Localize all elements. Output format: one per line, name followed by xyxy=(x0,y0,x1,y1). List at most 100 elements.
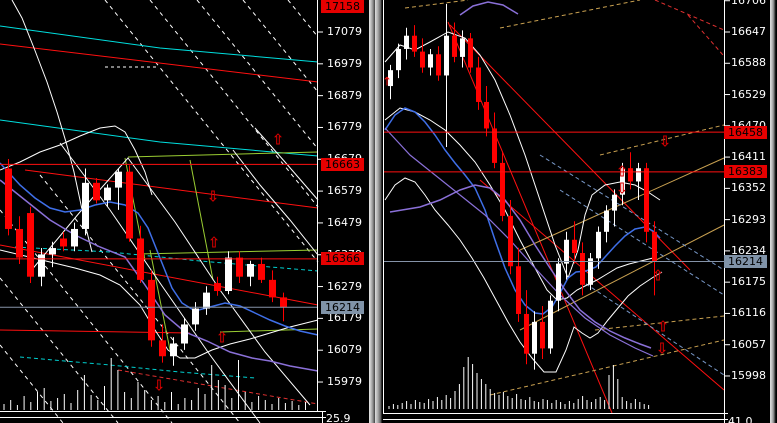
red-dashed-trendline xyxy=(654,0,725,31)
left-chart-canvas[interactable] xyxy=(0,0,368,423)
red-trendline xyxy=(0,43,319,83)
axis-price-label: 16279 xyxy=(327,279,362,293)
right-indicator-scale-partial: 41.0 xyxy=(728,415,753,423)
tan-dashed-line xyxy=(404,0,469,9)
candle-body xyxy=(404,35,409,49)
axis-price-label: 16079 xyxy=(327,343,362,357)
tan-channel-lower xyxy=(519,224,725,331)
steelblue-dashed-line xyxy=(539,154,725,271)
candle-body xyxy=(27,213,34,277)
right-chart-panel[interactable]: 41.0 16706166471658816529164701641116352… xyxy=(383,0,768,423)
purple-moving-average xyxy=(389,184,652,349)
bollinger-lower xyxy=(0,249,319,359)
steelblue-dashed-line xyxy=(579,279,725,376)
candle-body xyxy=(170,343,177,357)
candle-body xyxy=(628,168,633,182)
current-price-badge: 16214 xyxy=(321,300,364,314)
left-chart-panel[interactable]: 25.9 17079169791687916779166791657916479… xyxy=(0,0,368,423)
tan-dashed-line xyxy=(594,315,725,331)
axis-price-label: 16116 xyxy=(731,306,766,320)
candle-body xyxy=(644,168,649,232)
candle-body xyxy=(556,263,561,301)
axis-price-label: 16779 xyxy=(327,120,362,134)
white-curve xyxy=(11,0,93,253)
axis-price-label: 16179 xyxy=(327,311,362,325)
cyan-trendline xyxy=(0,25,319,63)
vertical-splitter[interactable] xyxy=(368,0,383,423)
candle-body xyxy=(192,308,199,325)
candle-body xyxy=(236,257,243,277)
down-arrow-signal-icon: ⇩ xyxy=(206,187,220,206)
candle-body xyxy=(82,182,89,229)
alert-price-badge: 17158 xyxy=(321,0,364,14)
white-dashed-diagonal xyxy=(39,174,241,423)
candle-body xyxy=(396,48,401,71)
alert-price-badge: 16663 xyxy=(321,157,364,171)
up-arrow-signal-icon: ⇧ xyxy=(215,328,229,347)
cyan-dashed-support xyxy=(19,356,256,379)
cyan-dashed-support xyxy=(14,246,319,272)
white-dashed-diagonal xyxy=(149,0,319,208)
olive-steep-line xyxy=(189,159,214,281)
white-dashed-diagonal xyxy=(0,344,64,423)
axis-price-label: 16234 xyxy=(731,243,766,257)
axis-price-label: 16411 xyxy=(731,150,766,164)
white-dashed-diagonal xyxy=(0,277,119,423)
candle-body xyxy=(428,54,433,68)
candle-body xyxy=(612,194,617,211)
axis-price-label: 16647 xyxy=(731,25,766,38)
candle-body xyxy=(604,210,609,232)
tan-dashed-line xyxy=(499,0,641,29)
current-price-badge: 16214 xyxy=(724,254,767,268)
candle-body xyxy=(49,248,56,255)
candle-body xyxy=(508,215,513,267)
olive-steep-line xyxy=(149,249,171,351)
down-arrow-signal-icon: ⇩ xyxy=(658,132,672,151)
candle-body xyxy=(420,51,425,68)
axis-price-label: 16352 xyxy=(731,181,766,195)
red-support-line xyxy=(0,329,191,334)
candle-body xyxy=(620,168,625,195)
red-trendline xyxy=(24,169,319,209)
candle-body xyxy=(388,70,393,87)
candle-body xyxy=(269,279,276,298)
candle-body xyxy=(93,182,100,201)
candle-body xyxy=(280,297,287,308)
candle-body xyxy=(572,239,577,254)
candle-body xyxy=(476,67,481,102)
right-chart-canvas[interactable] xyxy=(383,0,768,423)
candle-body xyxy=(38,254,45,277)
candle-body xyxy=(5,168,12,229)
candle-body xyxy=(247,263,254,277)
red-dashed-trendline xyxy=(687,14,724,56)
olive-level-line xyxy=(219,328,319,333)
blue-moving-average xyxy=(384,107,661,315)
candle-body xyxy=(532,321,537,354)
candle-body xyxy=(460,38,465,57)
bollinger-upper xyxy=(0,125,153,196)
candle-body xyxy=(71,228,78,247)
axis-price-label: 16529 xyxy=(731,87,766,101)
bollinger-lower xyxy=(384,177,663,373)
axis-price-label: 16479 xyxy=(327,215,362,229)
olive-level-line xyxy=(127,151,319,158)
candle-body xyxy=(580,253,585,285)
candle-body xyxy=(516,266,521,314)
candle-body xyxy=(412,35,417,52)
axis-price-label: 16293 xyxy=(731,212,766,226)
up-arrow-signal-icon: ↑ xyxy=(381,74,393,89)
left-indicator-scale-partial: 25.9 xyxy=(326,412,351,423)
candle-body xyxy=(115,171,122,188)
candle-body xyxy=(444,35,449,76)
blue-moving-average xyxy=(0,162,319,336)
red-fan-line-steep xyxy=(447,21,613,414)
down-arrow-signal-icon: ⇩ xyxy=(152,376,166,395)
candle-body xyxy=(258,263,265,280)
alert-price-badge: 16458 xyxy=(724,125,767,139)
candle-body xyxy=(60,238,67,247)
bollinger-upper xyxy=(384,31,661,280)
candle-body xyxy=(126,171,133,239)
white-dashed-diagonal xyxy=(287,0,319,38)
right-edge-splitter[interactable] xyxy=(768,0,777,423)
